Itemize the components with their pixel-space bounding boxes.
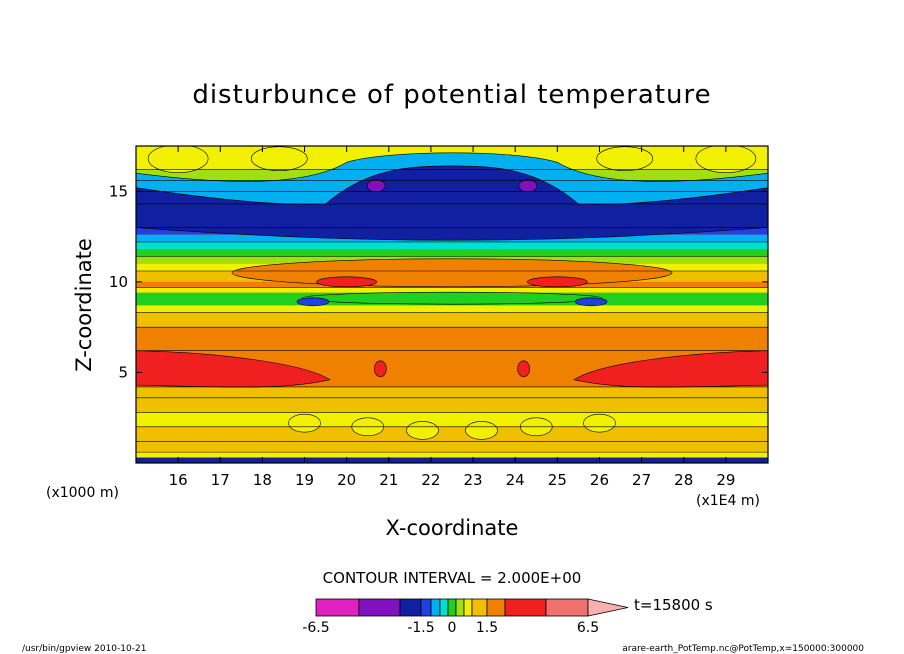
upper-positive-patch <box>695 146 757 173</box>
y-axis-label: Z-coordinate <box>72 238 96 372</box>
x-tick-label: 20 <box>337 471 356 489</box>
field-band <box>136 412 768 427</box>
colorbar-segment <box>430 598 441 617</box>
field-band <box>136 397 768 413</box>
x-tick-label: 23 <box>464 471 483 489</box>
field-band <box>136 242 768 250</box>
colorbar-segment <box>399 598 422 617</box>
colorbar-tick-label: -6.5 <box>302 620 329 636</box>
cool-dip <box>301 291 603 305</box>
field-band <box>136 452 768 458</box>
lower-turbulent-cell <box>583 413 616 433</box>
minimum-blob <box>366 179 386 193</box>
colorbar-tick-label: 0 <box>448 620 457 636</box>
field-band <box>136 386 768 398</box>
field-band <box>136 312 768 328</box>
y-tick-label: 10 <box>109 273 128 291</box>
cool-dip-core <box>296 297 330 307</box>
x-tick-label: 24 <box>506 471 525 489</box>
x-axis-label: X-coordinate <box>386 516 519 540</box>
x-tick-label: 18 <box>253 471 272 489</box>
colorbar-segment <box>315 598 360 617</box>
colorbar-tick-label: -1.5 <box>407 620 434 636</box>
x-tick-label: 22 <box>421 471 440 489</box>
colorbar-segment <box>463 598 473 617</box>
field-band <box>136 327 768 351</box>
field-band <box>136 249 768 257</box>
lower-turbulent-cell <box>465 421 498 440</box>
y-unit-label: (x1000 m) <box>46 485 119 501</box>
colorbar-segment <box>420 598 432 617</box>
field-band <box>136 426 768 442</box>
upper-positive-patch <box>250 146 308 171</box>
minimum-blob <box>518 179 538 193</box>
x-tick-label: 16 <box>169 471 188 489</box>
colorbar-segment <box>504 598 547 617</box>
x-tick-label: 27 <box>632 471 651 489</box>
colorbar-segment <box>447 598 457 617</box>
x-unit-label: (x1E4 m) <box>696 493 760 509</box>
colorbar-segment <box>358 598 401 617</box>
warm-spot <box>374 360 387 378</box>
x-tick-label: 17 <box>211 471 230 489</box>
time-label: t=15800 s <box>634 596 713 614</box>
y-tick-label: 15 <box>109 182 128 200</box>
upper-maximum-blob <box>527 276 588 288</box>
colorbar-segment <box>545 598 589 617</box>
contour-interval-label: CONTOUR INTERVAL = 2.000E+00 <box>323 569 582 587</box>
warm-spot <box>517 360 530 378</box>
colorbar-extension <box>587 598 629 617</box>
y-tick-label: 5 <box>118 363 128 381</box>
left-warm-lobe <box>136 350 331 388</box>
contour-field <box>136 146 768 463</box>
x-tick-label: 26 <box>590 471 609 489</box>
colorbar-tick-label: 6.5 <box>577 620 599 636</box>
cool-dip-core <box>574 297 608 307</box>
chart-title: disturbunce of potential temperature <box>192 80 711 110</box>
right-warm-lobe <box>573 350 768 388</box>
x-axis: 16 17 18 19 20 21 22 23 24 25 26 27 28 29 <box>169 146 735 489</box>
x-tick-label: 29 <box>716 471 735 489</box>
y-axis: 5 10 15 <box>109 182 768 381</box>
lower-turbulent-cell <box>288 413 321 433</box>
x-tick-label: 28 <box>674 471 693 489</box>
field-band <box>136 287 768 293</box>
colorbar-segment <box>455 598 465 617</box>
plot-frame <box>135 145 769 464</box>
colorbar-segment <box>471 598 488 617</box>
upper-warm-lens <box>231 258 673 288</box>
upper-positive-patch <box>147 146 209 173</box>
footer-left: /usr/bin/gpview 2010-10-21 <box>22 644 146 654</box>
upper-maximum-blob <box>316 276 377 288</box>
field-band <box>136 441 768 453</box>
upper-positive-patch <box>596 146 654 171</box>
footer-right: arare-earth_PotTemp.nc@PotTemp,x=150000:… <box>622 644 864 654</box>
x-tick-label: 25 <box>548 471 567 489</box>
colorbar-segment <box>439 598 449 617</box>
field-band <box>136 305 768 313</box>
lower-turbulent-cell <box>406 421 439 440</box>
colorbar-segment <box>486 598 506 617</box>
colorbar: -6.5 -1.5 0 1.5 6.5 <box>302 598 629 636</box>
x-tick-label: 21 <box>379 471 398 489</box>
colorbar-tick-label: 1.5 <box>476 620 498 636</box>
x-tick-label: 19 <box>295 471 314 489</box>
field-band <box>136 457 768 463</box>
